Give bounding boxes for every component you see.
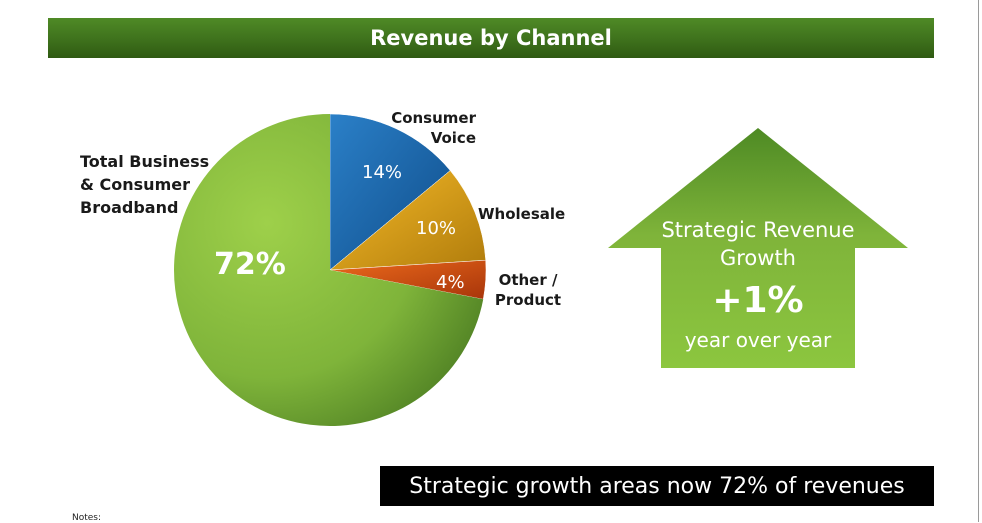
data-label-wholesale: 10% (416, 218, 457, 239)
summary-banner: Strategic growth areas now 72% of revenu… (380, 466, 934, 506)
data-label-broadband: 72% (214, 247, 286, 282)
category-label-consumer-voice: Consumer Voice (376, 108, 476, 148)
category-label-line: Broadband (80, 198, 179, 217)
callout-title-line: Strategic Revenue (661, 218, 855, 242)
notes-label: Notes: (72, 513, 102, 523)
pie-slice-broadband (174, 114, 484, 426)
data-label-other-product: 4% (436, 272, 465, 293)
category-label-line: & Consumer (80, 175, 190, 194)
pie-slice-other-product (329, 259, 487, 300)
callout-title-line: Growth (719, 246, 796, 270)
category-label-line: Product (494, 291, 562, 309)
pie-slice-consumer-voice (329, 113, 451, 271)
data-label-consumer-voice: 14% (362, 162, 403, 183)
category-label-line: Voice (430, 129, 476, 147)
pie-slice-wholesale (329, 170, 486, 271)
category-label-broadband: Total Business & Consumer Broadband (80, 150, 209, 219)
category-label-wholesale: Wholesale (478, 205, 566, 223)
callout-title: Strategic Revenue Growth (608, 216, 908, 272)
category-label-other-product: Other / Product (488, 270, 568, 310)
callout-subtitle: year over year (684, 328, 832, 352)
category-label-line: Consumer (391, 109, 476, 127)
slide-border (978, 0, 979, 522)
category-label-line: Other / (498, 271, 558, 289)
callout-value: +1% (712, 280, 804, 321)
category-label-line: Total Business (80, 152, 210, 171)
chart-title: Revenue by Channel (48, 18, 934, 58)
up-arrow-icon (608, 128, 908, 368)
